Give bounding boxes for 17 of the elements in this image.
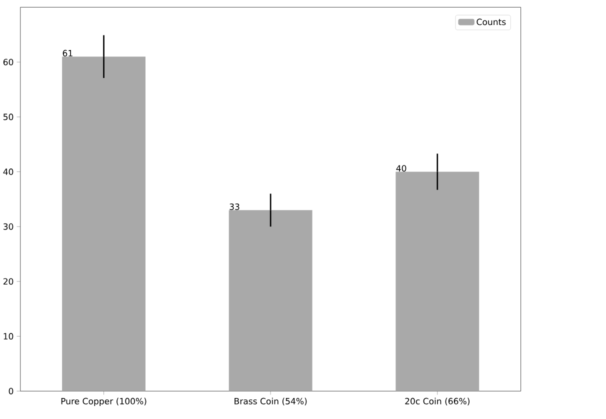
x-tick-label: 20c Coin (66%) [405,398,470,406]
bar [228,210,312,392]
y-tick-label: 10 [4,332,14,340]
legend-label: Counts [476,18,506,26]
x-tick-label: Brass Coin (54%) [234,398,307,406]
bar [396,172,480,392]
bar [62,56,146,392]
y-tick-label: 0 [8,388,14,394]
y-tick-label: 60 [3,58,14,66]
data-label: 61 [62,50,72,56]
data-label: 40 [396,165,406,172]
y-tick-label: 50 [4,114,14,120]
y-tick-label: 40 [3,168,14,175]
x-tick-label: Pure Copper (100%) [61,398,146,406]
data-label: 33 [230,203,240,210]
y-tick-label: 30 [4,223,14,230]
y-tick-label: 20 [3,278,14,285]
